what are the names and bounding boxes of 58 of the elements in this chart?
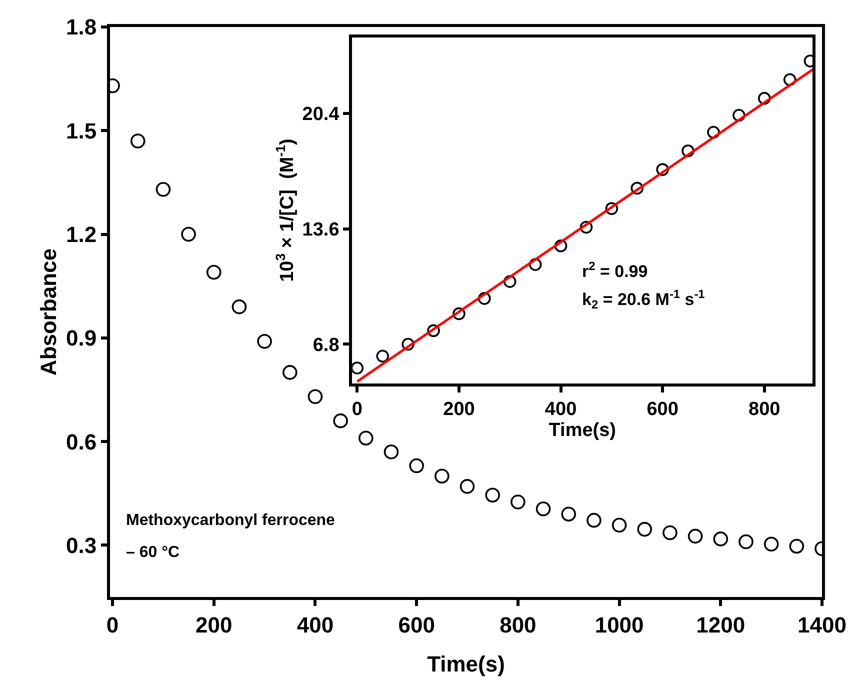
point [586,512,602,528]
x-tick-label: 0 [352,399,362,420]
x-tick-label: 1400 [798,612,846,638]
x-tick-label: 800 [748,399,780,420]
y-tick-label: 1.5 [66,118,97,144]
y-tick-label: 6.8 [312,334,340,356]
x-tick-label: 400 [296,612,334,638]
point [510,494,526,510]
point [536,502,551,516]
x-tick-label: 200 [443,399,475,420]
point [257,334,272,349]
point [352,362,364,374]
point [434,468,450,484]
annotation: k$_{2}$ = 20.6 M$^{-1}$ s$^{-1}$ [582,287,706,312]
x-tick-label: 0 [106,612,119,638]
point [232,299,247,314]
y-tick-label: 0.9 [66,326,97,351]
x-tick-label: 400 [544,399,577,420]
point [333,413,348,428]
point [561,506,576,522]
point [688,528,703,544]
x-tick-label: 200 [196,612,232,638]
point [713,532,728,546]
x-tick-label: 1200 [696,612,746,638]
y-tick-label: 1.2 [66,222,97,247]
point [637,522,652,537]
y-tick-label: 20.4 [302,104,340,126]
y-tick-label: 0.6 [66,429,97,454]
x-axis-title: Time(s) [548,420,616,442]
y-tick-label: 0.3 [66,532,97,558]
x-tick-label: 800 [500,612,536,638]
y-tick-label: 1.8 [66,14,97,40]
point [376,350,390,363]
point [789,538,804,554]
point [612,518,627,533]
annotation: – 60 °C [126,544,180,561]
point [181,226,196,242]
x-tick-label: 600 [646,399,678,420]
point [485,488,500,502]
point [460,479,475,494]
x-tick-label: 1000 [594,612,644,638]
annotation: r$^{2}$ = 0.99 [582,259,648,282]
point [156,182,171,197]
point [308,389,323,404]
y-tick-label: 13.6 [302,220,340,241]
point [282,365,298,380]
point [409,458,424,474]
point [764,536,779,552]
y-axis-title: Absorbance [36,248,61,376]
point [358,430,374,446]
point [662,525,678,540]
annotation: Methoxycarbonyl ferrocene [126,512,336,529]
point [738,534,754,550]
x-tick-label: 600 [398,612,435,638]
point [384,444,399,460]
point [206,264,222,280]
x-axis-title: Time(s) [427,651,505,676]
point [130,134,146,148]
